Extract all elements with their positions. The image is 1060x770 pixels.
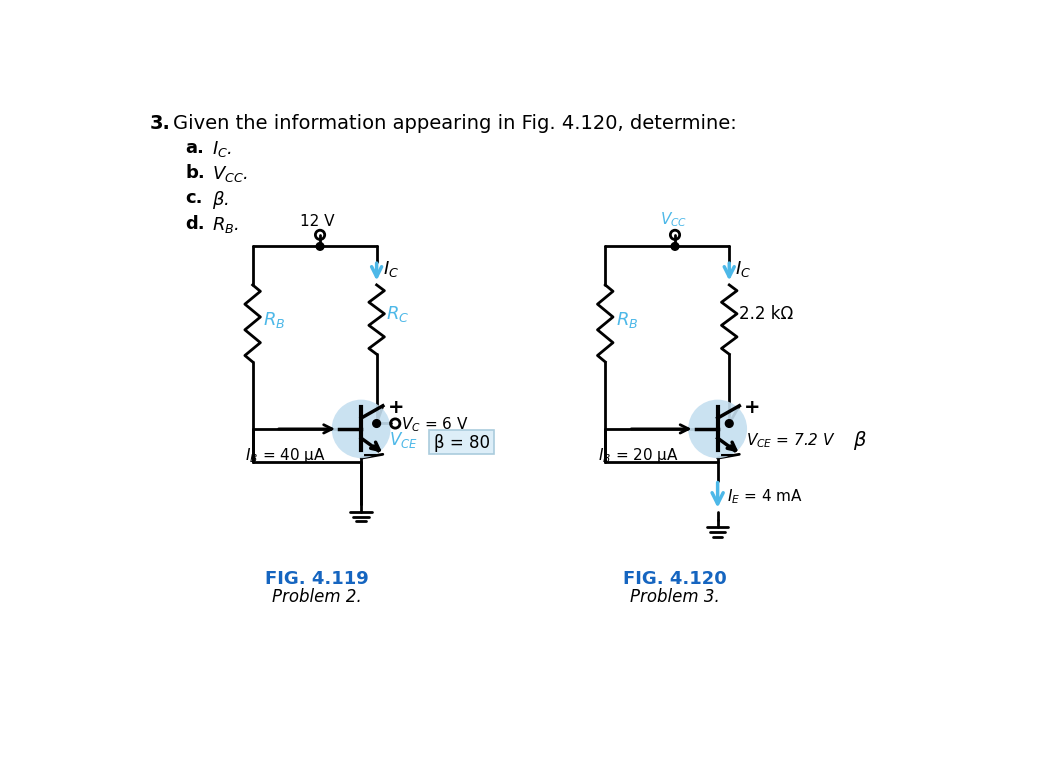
FancyBboxPatch shape [429, 430, 494, 454]
Text: FIG. 4.119: FIG. 4.119 [265, 570, 369, 588]
Text: $V_{CE}$: $V_{CE}$ [389, 430, 418, 450]
Text: d.: d. [186, 215, 205, 233]
Text: Problem 3.: Problem 3. [630, 588, 720, 606]
Circle shape [332, 400, 390, 458]
Text: $R_C$: $R_C$ [386, 304, 409, 324]
Text: $V_{CE}$ = 7.2 V: $V_{CE}$ = 7.2 V [745, 431, 835, 450]
Text: +: + [744, 398, 760, 417]
Text: $I_C$: $I_C$ [383, 259, 399, 280]
Circle shape [373, 420, 381, 427]
Text: $R_B$: $R_B$ [616, 310, 638, 330]
Text: 12 V: 12 V [300, 215, 334, 229]
Text: β: β [853, 431, 866, 450]
Text: $R_B$: $R_B$ [264, 310, 286, 330]
Text: β = 80: β = 80 [434, 434, 490, 452]
Text: $I_C$: $I_C$ [736, 259, 752, 280]
Text: FIG. 4.120: FIG. 4.120 [623, 570, 727, 588]
Text: +: + [388, 398, 404, 417]
Text: $V_{CC}$: $V_{CC}$ [659, 211, 687, 229]
Text: a.: a. [186, 139, 205, 156]
Circle shape [725, 420, 734, 427]
Text: $V_C$ = 6 V: $V_C$ = 6 V [402, 416, 470, 434]
Circle shape [316, 243, 324, 250]
Text: $I_E$ = 4 mA: $I_E$ = 4 mA [727, 487, 802, 506]
Text: $I_B$ = 40 μA: $I_B$ = 40 μA [245, 446, 325, 465]
Text: $R_B$.: $R_B$. [212, 215, 238, 235]
Circle shape [688, 400, 747, 458]
Text: b.: b. [186, 164, 205, 182]
Text: $I_C$.: $I_C$. [212, 139, 231, 159]
Text: −: − [719, 447, 736, 465]
Text: Given the information appearing in Fig. 4.120, determine:: Given the information appearing in Fig. … [173, 114, 737, 133]
Text: $V_{CC}$.: $V_{CC}$. [212, 164, 247, 184]
Text: Problem 2.: Problem 2. [272, 588, 361, 606]
Text: c.: c. [186, 189, 202, 207]
Circle shape [671, 243, 678, 250]
Text: $I_B$ = 20 μA: $I_B$ = 20 μA [598, 446, 678, 465]
Text: 3.: 3. [149, 114, 171, 133]
Text: 2.2 kΩ: 2.2 kΩ [739, 305, 793, 323]
Text: $\beta$.: $\beta$. [212, 189, 228, 212]
Text: −: − [363, 447, 378, 465]
